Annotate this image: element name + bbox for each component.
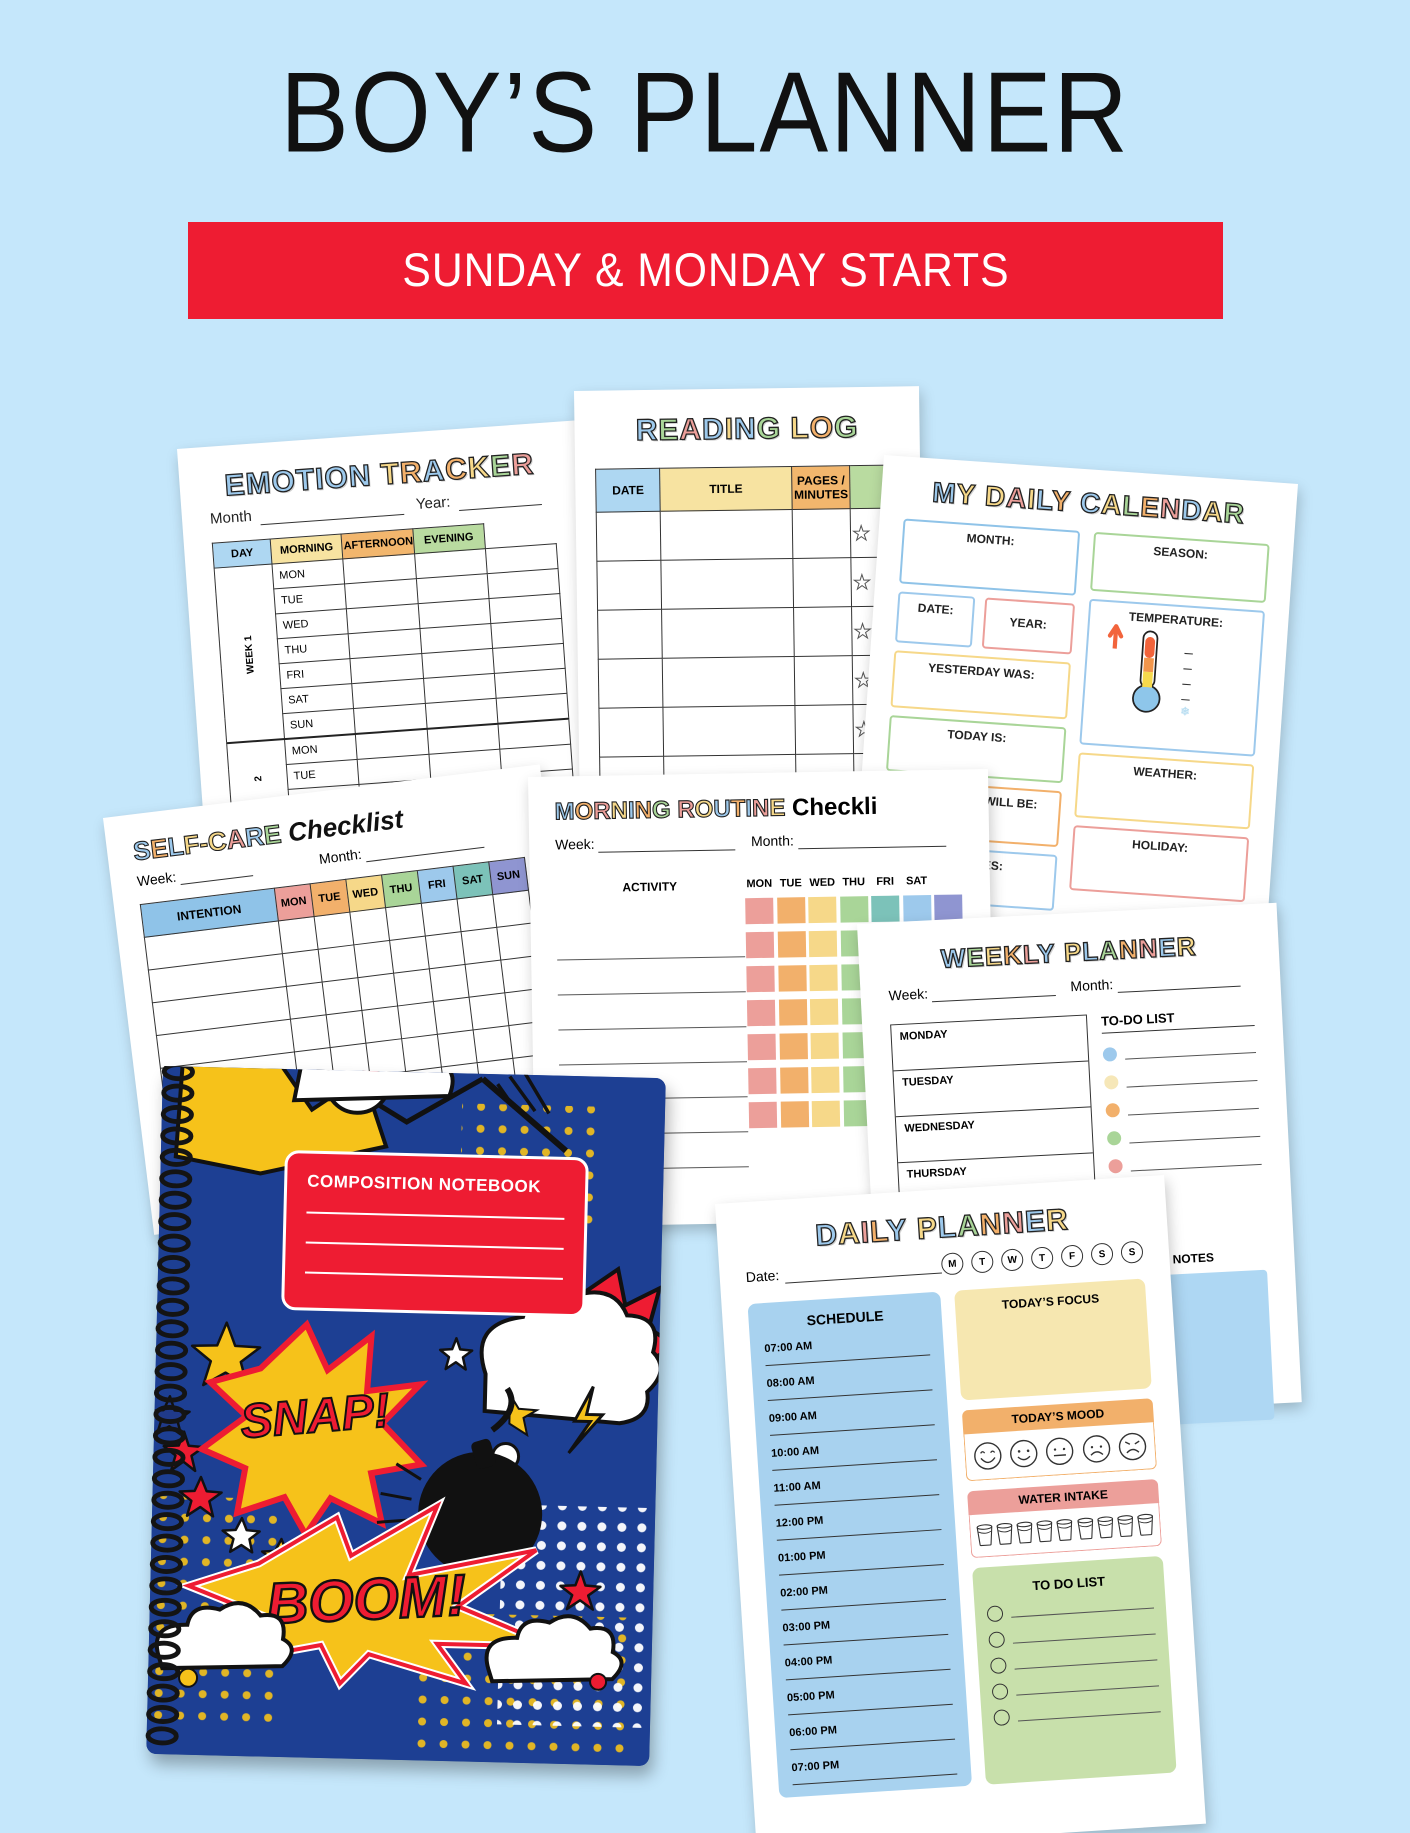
- svg-text:BOOM!: BOOM!: [265, 1563, 467, 1637]
- svg-text:❄: ❄: [1179, 706, 1189, 719]
